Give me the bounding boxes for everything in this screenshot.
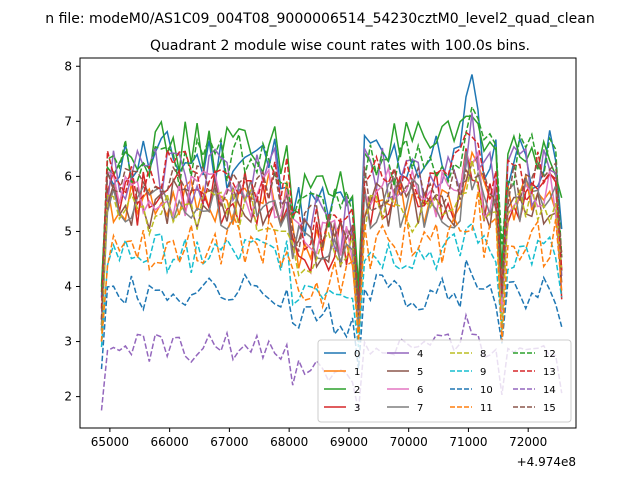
y-tick-label: 2 [64,390,72,404]
legend-label-1: 1 [354,367,360,378]
x-tick-label: 70000 [390,435,428,449]
series-line-6 [100,149,563,320]
y-tick-label: 6 [64,169,72,183]
legend-label-3: 3 [354,403,360,414]
legend-label-11: 11 [480,403,493,414]
y-tick-label: 5 [64,224,72,238]
x-tick-label: 69000 [330,435,368,449]
legend-label-2: 2 [354,385,360,396]
x-tick-label: 66000 [151,435,189,449]
y-tick-label: 8 [64,59,72,73]
legend-label-15: 15 [543,403,556,414]
y-tick-label: 4 [64,279,72,293]
series-line-2 [100,115,563,287]
legend-label-13: 13 [543,367,556,378]
y-axis: 2 3 4 5 6 7 8 [64,59,80,404]
legend-label-12: 12 [543,349,556,360]
y-tick-label: 3 [64,335,72,349]
y-tick-label: 7 [64,114,72,128]
x-axis: 65000 66000 67000 68000 69000 70000 71000 72000 [91,428,547,449]
figure-suptitle: n file: modeM0/AS1C09_004T08_9000006514_… [45,11,594,27]
legend-label-0: 0 [354,349,360,360]
legend-label-6: 6 [417,385,423,396]
series-line-15 [100,161,563,320]
series-line-13 [100,131,563,309]
x-tick-label: 65000 [91,435,129,449]
chart-title: Quadrant 2 module wise count rates with … [150,38,530,54]
legend-label-5: 5 [417,367,423,378]
legend-frame [317,339,572,423]
x-tick-label: 71000 [449,435,487,449]
series-line-8 [100,159,563,342]
legend-label-10: 10 [480,385,493,396]
x-tick-label: 67000 [210,435,248,449]
series-line-10 [100,257,563,370]
legend-label-14: 14 [543,385,556,396]
legend-label-9: 9 [480,367,486,378]
x-tick-label: 68000 [270,435,308,449]
legend-label-4: 4 [417,349,423,360]
series-line-7 [100,151,563,331]
legend-label-8: 8 [480,349,486,360]
plot-area-frame [79,57,577,429]
series-line-11 [100,191,563,342]
legend-label-7: 7 [417,403,423,414]
x-tick-label: 72000 [509,435,547,449]
x-offset-label: +4.974e8 [517,455,576,469]
series-line-12 [100,104,563,293]
